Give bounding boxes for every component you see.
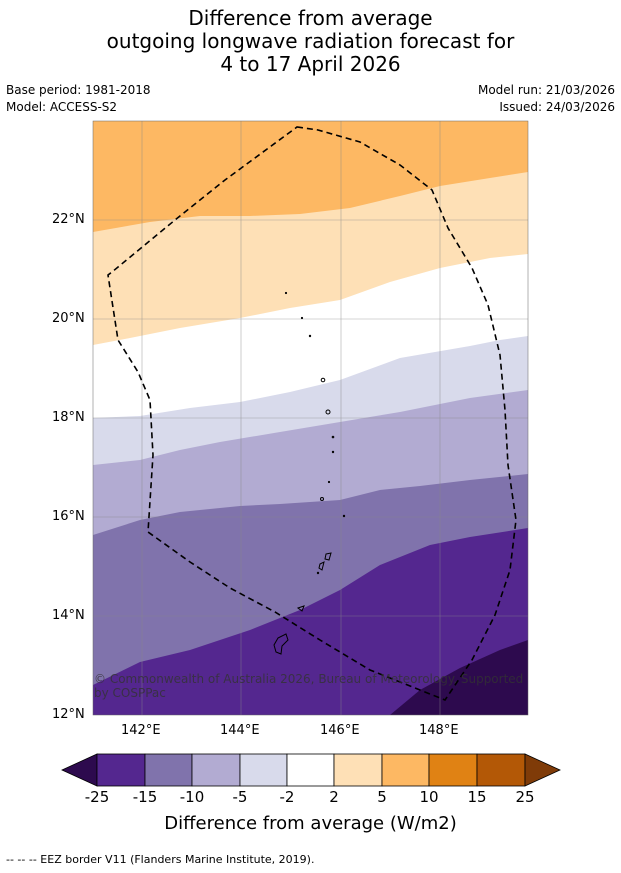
chart-title-line2: outgoing longwave radiation forecast for bbox=[106, 29, 515, 53]
colorbar-tick: 10 bbox=[419, 788, 439, 806]
colorbar-tick: -5 bbox=[232, 788, 248, 806]
band-plus-5 bbox=[93, 121, 528, 232]
colorbar-tick: -25 bbox=[84, 788, 110, 806]
colorbar-title: Difference from average (W/m2) bbox=[164, 813, 457, 834]
colorbar-tick: 25 bbox=[515, 788, 535, 806]
lat-label-14n: 14°N bbox=[52, 608, 85, 623]
band-minus-25 bbox=[390, 640, 528, 715]
colorbar-tick: 15 bbox=[467, 788, 487, 806]
copyright-notice: © Commonwealth of Australia 2026, Bureau… bbox=[94, 672, 524, 700]
issued-date: Issued: 24/03/2026 bbox=[499, 100, 615, 114]
lon-label-148e: 148°E bbox=[419, 723, 459, 738]
mariana-islands bbox=[273, 291, 346, 655]
colorbar-min-arrow bbox=[61, 753, 98, 787]
lat-label-18n: 18°N bbox=[52, 410, 85, 425]
lat-label-20n: 20°N bbox=[52, 311, 85, 326]
eez-legend-footer: -- -- -- EEZ border V11 (Flanders Marine… bbox=[6, 853, 315, 866]
lat-label-16n: 16°N bbox=[52, 509, 85, 524]
lon-label-144e: 144°E bbox=[220, 723, 260, 738]
colorbar-tick: -15 bbox=[132, 788, 158, 806]
lon-label-146e: 146°E bbox=[320, 723, 360, 738]
colorbar-tick: -2 bbox=[279, 788, 295, 806]
colorbar-tick: 5 bbox=[377, 788, 387, 806]
model-name: Model: ACCESS-S2 bbox=[6, 100, 118, 114]
chart-title-line3: 4 to 17 April 2026 bbox=[220, 52, 401, 76]
lat-label-12n: 12°N bbox=[52, 707, 85, 722]
eez-border bbox=[107, 126, 517, 701]
colorbar-tick: 2 bbox=[329, 788, 339, 806]
lat-label-22n: 22°N bbox=[52, 212, 85, 227]
colorbar-tick: -10 bbox=[179, 788, 205, 806]
model-run: Model run: 21/03/2026 bbox=[477, 83, 615, 97]
base-period: Base period: 1981-2018 bbox=[6, 83, 151, 97]
chart-title-line1: Difference from average bbox=[188, 6, 433, 30]
colorbar bbox=[61, 753, 561, 787]
lon-label-142e: 142°E bbox=[121, 723, 161, 738]
colorbar-max-arrow bbox=[524, 753, 561, 787]
